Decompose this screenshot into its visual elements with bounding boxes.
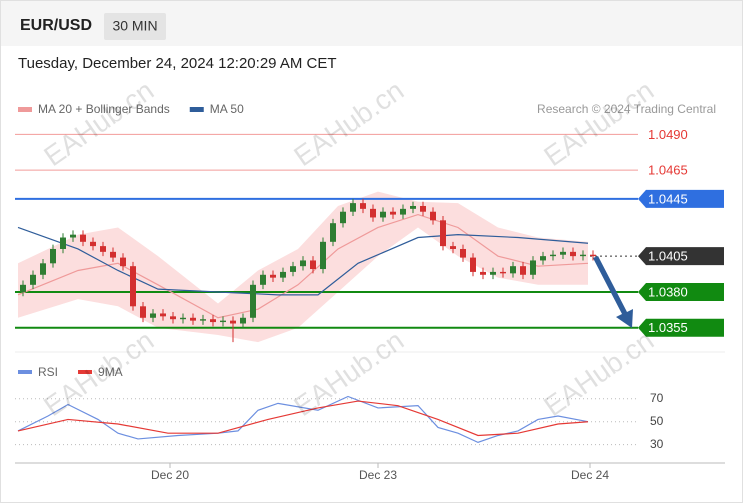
- candle-body: [90, 241, 96, 247]
- candle-body: [250, 284, 256, 318]
- candle-body: [230, 320, 236, 324]
- level-label: 1.0380: [648, 284, 688, 299]
- candle-body: [440, 220, 446, 247]
- timestamp: Tuesday, December 24, 2024 12:20:29 AM C…: [18, 55, 337, 72]
- candle-body: [170, 316, 176, 320]
- candle-body: [360, 203, 366, 209]
- x-tick-label: Dec 20: [151, 468, 189, 482]
- candle-body: [50, 248, 56, 264]
- interval-badge[interactable]: [104, 13, 166, 40]
- candle-body: [510, 266, 516, 274]
- candle-body: [60, 237, 66, 249]
- moving-average: [17, 213, 589, 319]
- candle-body: [470, 257, 476, 272]
- candle-body: [450, 246, 456, 249]
- candle-body: [590, 254, 596, 257]
- candle-body: [200, 319, 206, 321]
- candle-body: [300, 260, 306, 267]
- level-badge: [638, 318, 724, 337]
- candle-body: [580, 254, 586, 257]
- candle-body: [130, 266, 136, 307]
- candle-body: [370, 208, 376, 218]
- candle-body: [100, 246, 106, 252]
- level-label: 1.0490: [648, 127, 688, 142]
- level-label: 1.0465: [648, 163, 688, 178]
- candle-body: [430, 211, 436, 221]
- candle-body: [260, 274, 266, 285]
- candle-body: [160, 313, 166, 317]
- candle-body: [70, 234, 76, 238]
- candle-body: [270, 274, 276, 278]
- candle-body: [320, 241, 326, 270]
- candle-body: [290, 266, 296, 272]
- legend-label: RSI: [38, 365, 58, 379]
- candle-body: [120, 257, 126, 267]
- candle-body: [180, 317, 186, 320]
- candle-body: [530, 260, 536, 275]
- level-badge: [638, 282, 724, 301]
- candle-body: [420, 205, 426, 212]
- candle-body: [410, 205, 416, 209]
- candle-body: [310, 260, 316, 270]
- candle-body: [550, 254, 556, 257]
- candle-body: [340, 211, 346, 224]
- symbol: EUR/USD: [20, 17, 92, 34]
- legend-swatch: [78, 370, 93, 374]
- moving-average: [17, 226, 589, 296]
- y-tick-label: 30: [650, 437, 664, 451]
- candle-body: [150, 313, 156, 318]
- legend-label: MA 20 + Bollinger Bands: [38, 102, 170, 116]
- forecast-arrow: [593, 256, 633, 328]
- level-badge: [638, 247, 724, 266]
- legend-swatch: [189, 107, 204, 112]
- candle-body: [560, 251, 566, 255]
- plot: 1.0490 1.0465 1.0445 1.0405 1.0380 1.0355 MA 2…: [15, 102, 725, 482]
- candle-body: [390, 211, 396, 215]
- candle-body: [500, 271, 506, 274]
- candle-body: [140, 306, 146, 318]
- candle-body: [490, 271, 496, 275]
- legend-label: MA 50: [210, 102, 244, 116]
- candle-body: [330, 223, 336, 242]
- candle-body: [80, 234, 86, 242]
- legend-swatch: [18, 107, 32, 112]
- credit: Research © 2024 Trading Central: [537, 102, 716, 116]
- candle-body: [570, 251, 576, 257]
- y-tick-label: 50: [650, 414, 664, 428]
- candle-body: [30, 274, 36, 285]
- candle-body: [380, 211, 386, 218]
- x-tick-label: Dec 24: [571, 468, 609, 482]
- candle-body: [20, 284, 26, 292]
- legend-swatch: [18, 370, 32, 374]
- x-tick-label: Dec 23: [359, 468, 397, 482]
- candle-body: [210, 319, 216, 323]
- candle-body: [540, 256, 546, 261]
- candle-body: [350, 203, 356, 212]
- candle-body: [520, 266, 526, 275]
- candle-body: [110, 251, 116, 258]
- candle-body: [240, 317, 246, 324]
- candle-body: [40, 263, 46, 275]
- candle-body: [280, 271, 286, 278]
- level-label: 1.0405: [648, 249, 688, 264]
- candle-body: [220, 320, 226, 323]
- indicator-line: [17, 400, 589, 437]
- interval[interactable]: 30 MIN: [112, 18, 157, 34]
- legend-label: 9MA: [98, 365, 123, 379]
- candle-body: [460, 248, 466, 258]
- level-label: 1.0445: [648, 191, 688, 206]
- y-tick-label: 70: [650, 391, 664, 405]
- candle-body: [480, 271, 486, 275]
- level-label: 1.0355: [648, 320, 688, 335]
- candle-body: [400, 208, 406, 215]
- candle-body: [190, 317, 196, 321]
- level-badge: [638, 189, 724, 208]
